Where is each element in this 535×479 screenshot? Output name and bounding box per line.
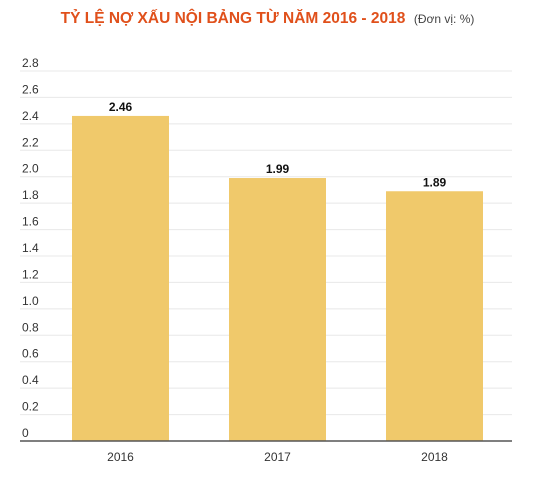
- x-category-label: 2018: [421, 450, 448, 464]
- data-label: 2.46: [109, 100, 133, 114]
- y-tick-label: 1.2: [22, 267, 39, 281]
- x-category-label: 2017: [264, 450, 291, 464]
- bar: [229, 178, 326, 442]
- x-category-label: 2016: [107, 450, 134, 464]
- y-tick-label: 2.0: [22, 162, 39, 176]
- bars: [72, 115, 483, 442]
- y-tick-label: 0: [22, 426, 29, 440]
- chart-title: TỶ LỆ NỢ XẤU NỘI BẢNG TỪ NĂM 2016 - 2018: [60, 10, 406, 27]
- y-tick-label: 1.0: [22, 294, 39, 308]
- y-axis-ticks: 0 0.2 0.4 0.6 0.8 1.0 1.2 1.4 1.6 1.8 2.0 2.2 2.4 2.6…: [22, 56, 39, 440]
- bar: [386, 191, 483, 441]
- data-label: 1.89: [423, 175, 447, 189]
- y-tick-label: 2.6: [22, 82, 39, 96]
- y-tick-label: 2.8: [22, 56, 39, 70]
- chart-title-row: TỶ LỆ NỢ XẤU NỘI BẢNG TỪ NĂM 2016 - 2018…: [0, 10, 535, 28]
- data-label: 1.99: [266, 162, 290, 176]
- bar: [72, 115, 169, 441]
- y-tick-label: 0.6: [22, 347, 39, 361]
- x-axis-categories: 2016 2017 2018: [107, 450, 448, 464]
- y-tick-label: 1.4: [22, 241, 39, 255]
- y-tick-label: 0.4: [22, 373, 39, 387]
- chart-unit: (Đơn vị: %): [413, 12, 475, 26]
- data-labels: 2.46 1.99 1.89: [109, 100, 447, 189]
- y-tick-label: 0.2: [22, 400, 39, 414]
- y-tick-label: 1.8: [22, 188, 39, 202]
- y-tick-label: 2.4: [22, 109, 39, 123]
- y-tick-label: 1.6: [22, 215, 39, 229]
- y-tick-label: 2.2: [22, 135, 39, 149]
- y-tick-label: 0.8: [22, 320, 39, 334]
